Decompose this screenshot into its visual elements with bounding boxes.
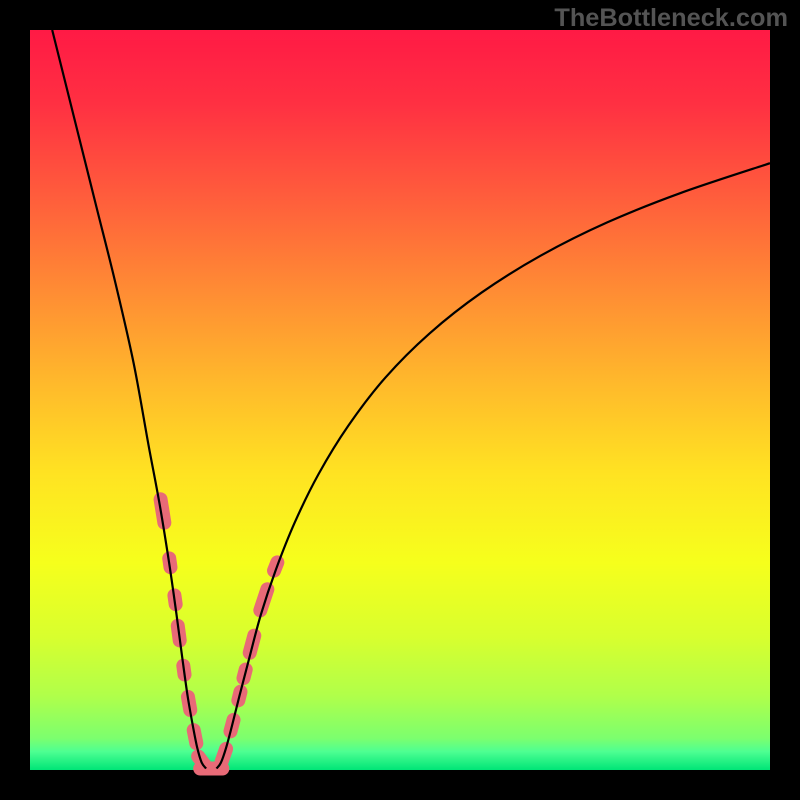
plot-background-gradient xyxy=(30,30,770,770)
plot-frame xyxy=(30,30,770,770)
chart-container: TheBottleneck.com xyxy=(0,0,800,800)
watermark-text: TheBottleneck.com xyxy=(554,4,788,33)
